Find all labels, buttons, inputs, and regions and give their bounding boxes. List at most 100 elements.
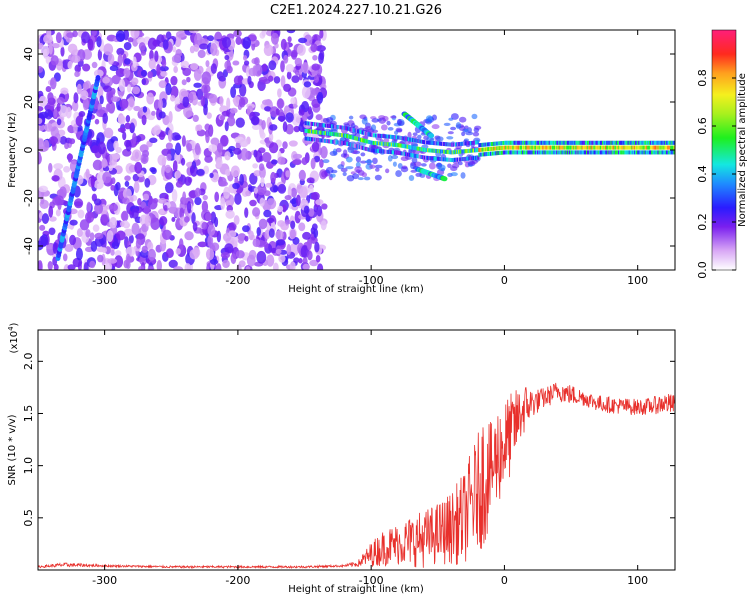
spectrogram-cell <box>315 254 321 263</box>
spectrogram-cell <box>55 209 61 217</box>
spectrogram-cell <box>550 145 553 150</box>
spectrogram-cell <box>222 259 230 269</box>
spectrogram-cell <box>471 140 474 145</box>
spectrogram-cell <box>465 141 468 146</box>
spectrogram-cell <box>261 30 267 37</box>
spectrogram-cell <box>178 238 184 252</box>
spectrogram-cell <box>342 171 347 177</box>
spectrogram-cell <box>419 139 422 144</box>
spectrogram-cell <box>302 263 311 270</box>
spectrogram-cell <box>499 150 502 155</box>
spectrogram-cell <box>479 152 482 157</box>
spectrogram-cell <box>638 150 641 155</box>
spectrogram-cell <box>321 130 324 135</box>
spectrogram-cell <box>439 149 442 154</box>
spectrogram-cell <box>410 145 412 150</box>
spectrogram-cell <box>615 140 618 145</box>
spectrogram-cell <box>284 194 292 201</box>
spectrogram-cell <box>365 131 368 136</box>
spectrogram-cell <box>536 150 539 155</box>
spectrogram-cell <box>402 144 405 149</box>
spectrogram-cell <box>386 120 391 126</box>
spectrogram-cell <box>138 42 146 51</box>
spectrogram-cell <box>318 138 321 143</box>
spectrogram-cell <box>563 145 566 150</box>
spectrogram-cell <box>56 96 65 105</box>
spectrogram-cell <box>551 140 554 145</box>
spectrogram-cell <box>374 133 377 138</box>
spectrogram-cell <box>277 220 285 227</box>
spectrogram-cell <box>271 247 277 254</box>
spectrogram-cell <box>623 140 626 145</box>
spectrogram-cell <box>422 147 425 152</box>
spectrogram-cell <box>100 214 109 226</box>
spectrogram-cell <box>306 177 315 184</box>
spectrogram-cell <box>283 83 292 92</box>
spectrogram-cell <box>547 145 550 150</box>
spectrogram-cell <box>325 123 328 128</box>
spectrogram-cell <box>343 125 346 130</box>
spectrogram-cell <box>303 81 312 88</box>
spectrogram-cell <box>220 135 229 147</box>
spectrogram-cell <box>597 145 600 150</box>
spectrogram-cell <box>442 149 444 154</box>
spectrogram-cell <box>395 150 397 155</box>
spectrogram-cell <box>458 142 460 147</box>
spectrogram-cell <box>354 136 357 141</box>
spectrogram-cell <box>127 37 134 43</box>
spectrogram-cell <box>124 122 132 130</box>
spectrogram-cell <box>447 157 450 162</box>
spectrogram-cell <box>209 172 214 178</box>
spectrogram-cell <box>116 47 125 56</box>
spectrogram-cell <box>400 136 403 140</box>
spectrogram-cell <box>566 145 569 150</box>
spectrogram-cell <box>346 126 348 131</box>
spectrogram-cell <box>379 149 381 154</box>
spectrogram-cell <box>524 140 526 145</box>
spectrogram-cell <box>223 186 231 199</box>
spectrogram-cell <box>585 140 588 145</box>
spectrogram-cell <box>332 124 335 129</box>
spectrogram-cell <box>294 210 301 224</box>
spectrogram-cell <box>159 216 168 226</box>
spectrogram-cell <box>326 139 329 144</box>
spectrogram-cell <box>430 140 433 145</box>
spectrogram-cell <box>433 141 436 146</box>
spectrogram-cell <box>496 141 499 146</box>
spectrogram-heatmap <box>38 30 675 270</box>
spectrogram-cell <box>89 232 95 241</box>
spectrogram-cell <box>347 120 355 127</box>
spectrogram-cell <box>374 174 382 181</box>
spectrogram-cell <box>356 129 359 134</box>
spectrogram-cell <box>581 150 584 155</box>
spectrogram-cell <box>566 140 569 145</box>
spectrogram-cell <box>356 136 359 141</box>
spectrogram-cell <box>636 145 638 150</box>
spectrogram-cell <box>348 134 351 139</box>
spectrogram-cell <box>565 145 568 150</box>
spectrogram-cell <box>94 118 100 125</box>
spectrogram-cell <box>516 140 519 145</box>
spectrogram-cell <box>452 150 455 155</box>
spectrogram-cell <box>406 137 409 142</box>
spectrogram-cell <box>405 136 408 141</box>
spectrogram-cell <box>535 150 538 155</box>
spectrogram-cell <box>377 149 379 154</box>
spectrogram-cell <box>665 145 668 150</box>
spectrogram-cell <box>579 140 582 145</box>
spectrogram-cell <box>592 145 595 150</box>
spectrogram-cell <box>319 130 322 135</box>
spectrogram-cell <box>578 150 581 155</box>
spectrogram-cell <box>397 150 400 155</box>
spectrogram-cell <box>284 219 291 225</box>
spectrogram-cell <box>422 155 425 160</box>
spectrogram-cell <box>204 212 212 222</box>
spectrogram-cell <box>648 145 651 150</box>
spectrogram-cell <box>476 155 478 160</box>
spectrogram-x-label: Height of straight line (km) <box>288 284 424 295</box>
spectrogram-cell <box>165 248 174 259</box>
spectrogram-cell <box>230 165 240 178</box>
spectrogram-cell <box>165 142 173 150</box>
spectrogram-cell <box>644 150 647 155</box>
spectrogram-cell <box>635 140 637 145</box>
